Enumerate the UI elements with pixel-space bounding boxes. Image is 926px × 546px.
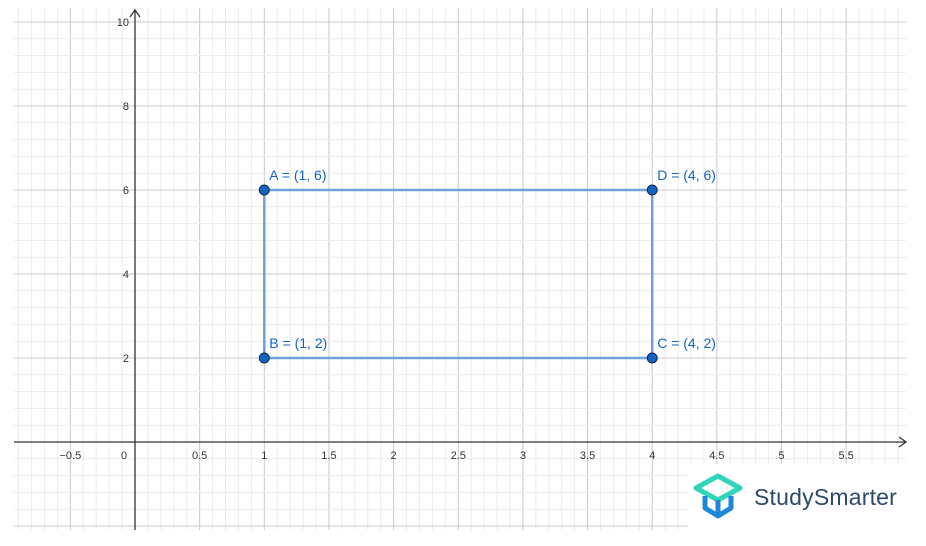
logo-text: StudySmarter (754, 483, 898, 510)
y-tick-label: 2 (123, 353, 129, 365)
x-tick-label: 1 (261, 450, 267, 462)
y-tick-label: 4 (123, 269, 129, 281)
x-tick-label: 5 (778, 450, 784, 462)
point-A[interactable] (258, 184, 270, 196)
point-label-D: D = (4, 6) (657, 167, 716, 183)
x-axis-arrow-icon (898, 436, 908, 448)
x-tick-label: 0 (121, 450, 127, 462)
x-tick-label: 1.5 (321, 450, 336, 462)
x-tick-label: 3 (520, 450, 526, 462)
studysmarter-logo: StudySmarter (688, 464, 906, 530)
x-tick-label: −0.5 (59, 450, 81, 462)
x-tick-label: 2.5 (451, 450, 466, 462)
x-tick-label: 5.5 (839, 450, 854, 462)
y-tick-label: 6 (123, 185, 129, 197)
x-tick-label: 0.5 (192, 450, 207, 462)
point-label-A: A = (1, 6) (269, 167, 326, 183)
point-label-B: B = (1, 2) (269, 335, 327, 351)
y-axis-arrow-icon (129, 8, 141, 18)
point-B[interactable] (258, 352, 270, 364)
y-tick-label: 8 (123, 101, 129, 113)
logo-box-icon (693, 473, 743, 519)
point-D[interactable] (646, 184, 658, 196)
x-tick-label: 4 (649, 450, 655, 462)
y-tick-label: 10 (117, 17, 129, 29)
point-label-C: C = (4, 2) (657, 335, 716, 351)
x-tick-label: 4.5 (709, 450, 724, 462)
x-tick-label: 2 (391, 450, 397, 462)
x-tick-label: 3.5 (580, 450, 595, 462)
point-C[interactable] (646, 352, 658, 364)
